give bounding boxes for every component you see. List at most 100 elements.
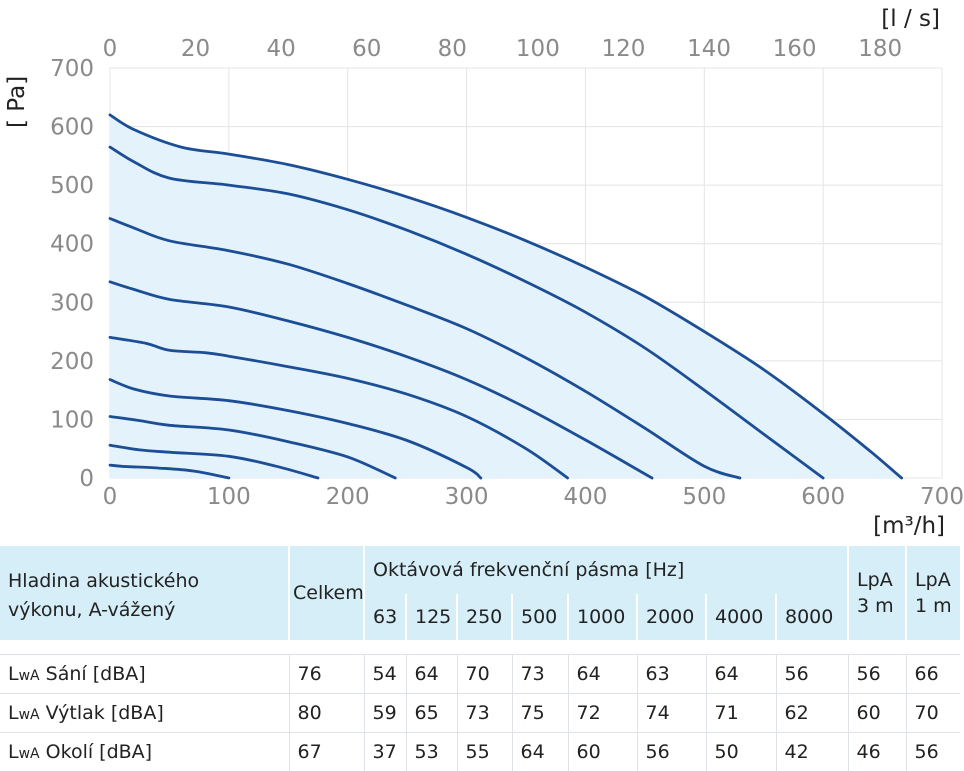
x-top-axis-label: [l / s] [881,6,940,32]
band-value: 42 [776,733,848,771]
operating-area [110,115,902,478]
fan-performance-chart: 0 100 200 300 400 500 600 700 0 100 200 300 400 500 6… [0,0,964,540]
band-value: 74 [637,694,706,733]
band-value: 64 [512,733,568,771]
freq-header: 8000 [776,594,848,640]
x-top-tick-label: 160 [773,36,817,62]
freq-header: 4000 [706,594,776,640]
y-tick-label: 600 [50,115,94,141]
total-header: Celkem [289,546,364,640]
band-value: 60 [568,733,637,771]
y-axis-ticks: 0 100 200 300 400 500 600 700 [50,56,94,492]
x-tick-label: 400 [563,484,607,510]
row-label: LwA Výtlak [dBA] [0,694,289,733]
x-tick-label: 500 [682,484,726,510]
lpa1-value: 56 [906,733,960,771]
x-top-tick-label: 20 [181,36,210,62]
header-label-line1: Hladina akustického [8,570,199,592]
lpa1-label: LpA [915,569,951,591]
lpa3-label: LpA [857,569,893,591]
y-tick-label: 300 [50,290,94,316]
band-value: 53 [406,733,457,771]
y-tick-label: 0 [79,466,94,492]
band-value: 75 [512,694,568,733]
band-value: 71 [706,694,776,733]
band-value: 50 [706,733,776,771]
x-top-tick-label: 140 [687,36,731,62]
freq-header: 125 [406,594,457,640]
table-header-row: Hladina akustického výkonu, A-vážený Cel… [0,546,960,594]
acoustic-table: Hladina akustického výkonu, A-vážený Cel… [0,546,960,771]
x-axis-label: [m³/h] [873,513,945,539]
freq-header: 2000 [637,594,706,640]
band-value: 55 [457,733,512,771]
band-value: 59 [364,694,406,733]
band-value: 73 [512,655,568,694]
x-top-axis-ticks: 0 20 40 60 80 100 120 140 160 180 [103,36,902,62]
lpa1-value: 70 [906,694,960,733]
x-top-tick-label: 40 [267,36,296,62]
band-value: 70 [457,655,512,694]
row-label: LwA Okolí [dBA] [0,733,289,771]
x-tick-label: 700 [920,484,964,510]
band-value: 37 [364,733,406,771]
x-top-tick-label: 80 [438,36,467,62]
band-value: 64 [406,655,457,694]
total-value: 80 [289,694,364,733]
freq-header: 1000 [568,594,637,640]
freq-header: 250 [457,594,512,640]
lpa3-value: 56 [848,655,906,694]
band-value: 63 [637,655,706,694]
x-top-tick-label: 60 [352,36,381,62]
y-tick-label: 400 [50,232,94,258]
lpa1-distance: 1 m [915,595,952,617]
row-symbol: L [8,702,19,724]
total-value: 67 [289,733,364,771]
freq-header: 500 [512,594,568,640]
x-top-tick-label: 120 [602,36,646,62]
band-value: 64 [706,655,776,694]
y-tick-label: 200 [50,349,94,375]
x-tick-label: 100 [207,484,251,510]
x-top-tick-label: 180 [858,36,902,62]
band-value: 62 [776,694,848,733]
x-tick-label: 600 [801,484,845,510]
row-name: Okolí [dBA] [46,741,152,763]
y-axis-label: [ Pa] [4,76,30,128]
octave-header: Oktávová frekvenční pásma [Hz] [364,546,848,594]
row-symbol: L [8,663,19,685]
band-value: 54 [364,655,406,694]
row-symbol-sub: wA [19,707,40,723]
lpa3-value: 46 [848,733,906,771]
band-value: 56 [637,733,706,771]
lpa3-distance: 3 m [857,595,894,617]
x-top-tick-label: 0 [103,36,118,62]
total-value: 76 [289,655,364,694]
row-name: Výtlak [dBA] [46,702,164,724]
row-symbol-sub: wA [19,668,40,684]
band-value: 72 [568,694,637,733]
band-value: 65 [406,694,457,733]
y-tick-label: 500 [50,173,94,199]
band-value: 56 [776,655,848,694]
row-symbol: L [8,741,19,763]
x-tick-label: 300 [445,484,489,510]
y-tick-label: 100 [50,407,94,433]
header-label-line2: výkonu, A-vážený [8,599,175,621]
row-label: LwA Sání [dBA] [0,655,289,694]
row-symbol-sub: wA [19,746,40,762]
band-value: 73 [457,694,512,733]
freq-header: 63 [364,594,406,640]
lpa1-header: LpA 1 m [906,546,960,640]
lpa3-header: LpA 3 m [848,546,906,640]
x-tick-label: 200 [326,484,370,510]
x-top-tick-label: 100 [516,36,560,62]
band-value: 64 [568,655,637,694]
header-label-cell: Hladina akustického výkonu, A-vážený [0,546,289,640]
y-tick-label: 700 [50,56,94,82]
